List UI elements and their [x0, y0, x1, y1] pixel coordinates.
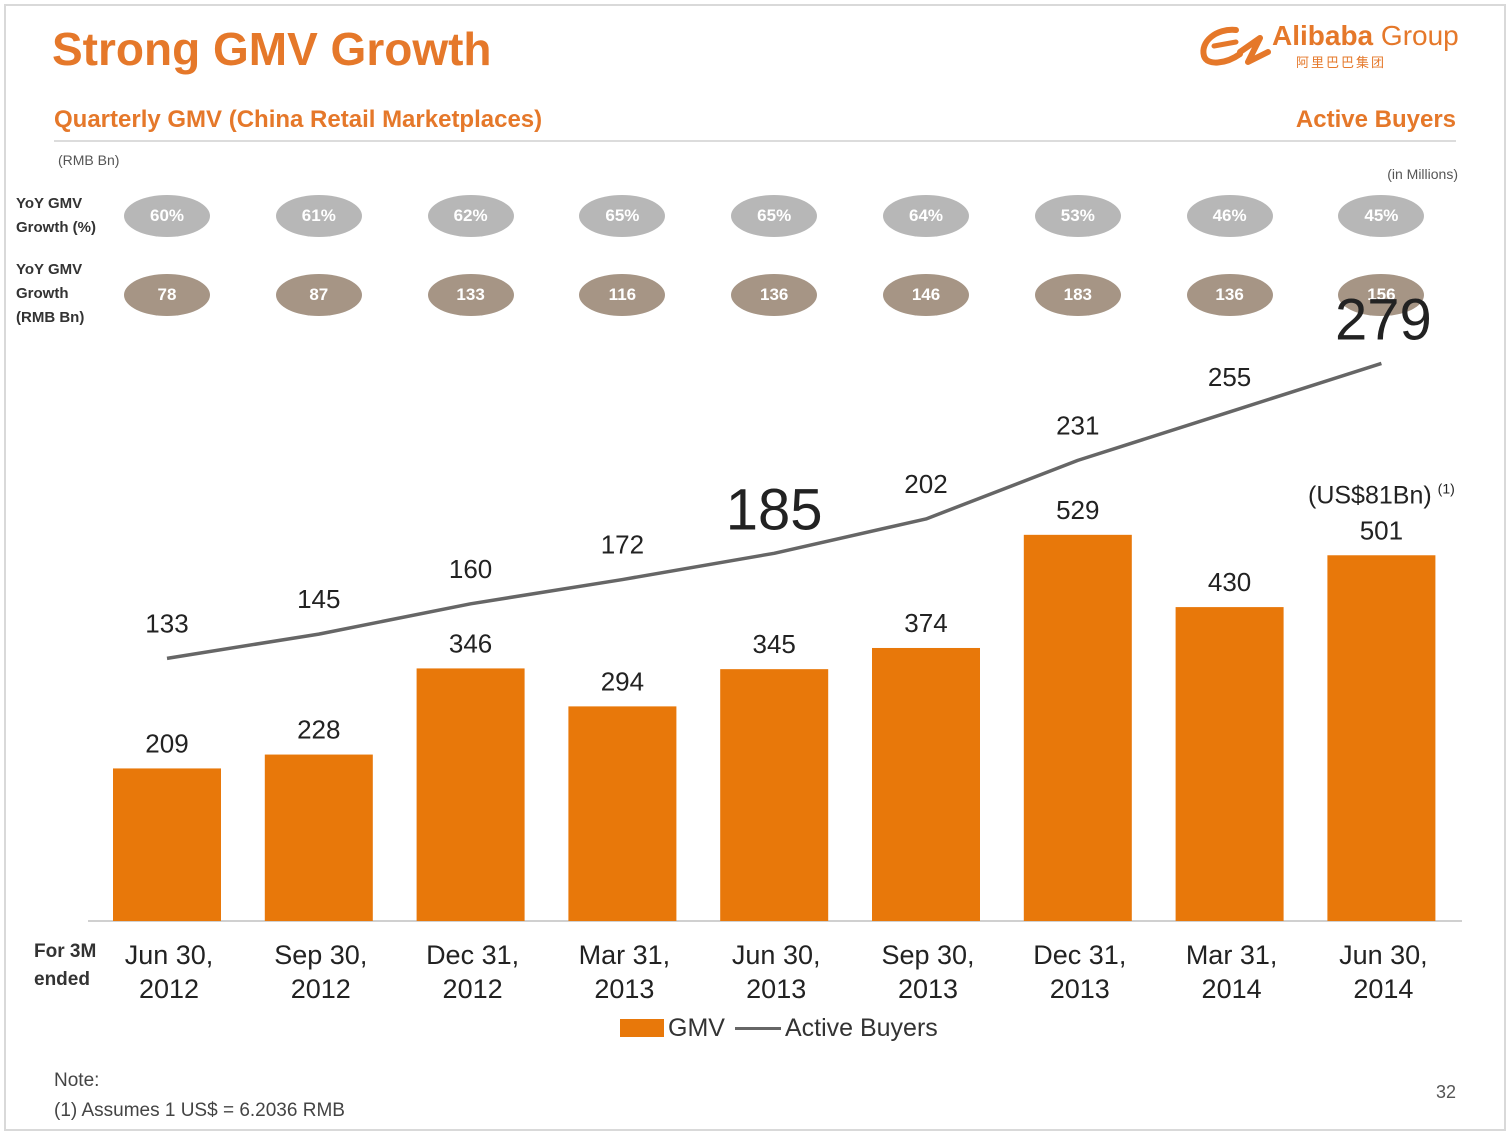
active-buyers-line [166, 361, 1382, 661]
x-tick-label: 2013 [594, 974, 654, 1004]
x-tick-label: Dec 31, [426, 940, 519, 970]
gmv-bar [1023, 534, 1132, 921]
gmv-bar [264, 754, 373, 921]
yoy-growth-pct-pill: 62% [427, 195, 514, 237]
gmv-bar [568, 706, 677, 921]
row-label-yoy-abs: YoY GMV Growth (RMB Bn) [16, 261, 85, 326]
x-tick-label: Mar 31, [579, 940, 671, 970]
page-title: Strong GMV Growth [52, 23, 492, 75]
gmv-bar-label: 228 [297, 715, 340, 745]
x-tick-label: Jun 30, [125, 940, 214, 970]
logo-wordmark: Alibaba Group [1272, 20, 1459, 51]
active-buyers-label: 145 [297, 584, 340, 614]
active-buyers-label: 172 [601, 530, 644, 560]
x-tick-label: 2013 [746, 974, 806, 1004]
yoy-growth-pct-pill: 46% [1186, 195, 1273, 237]
x-tick-label: 2012 [139, 974, 199, 1004]
x-tick-label: 2012 [291, 974, 351, 1004]
gmv-bar-label: 209 [145, 728, 188, 758]
active-buyers-label: 255 [1208, 362, 1251, 392]
yoy-growth-rmb-pill: 87 [275, 274, 362, 316]
footnote: Note: (1) Assumes 1 US$ = 6.2036 RMB [54, 1070, 345, 1121]
slide-frame [4, 4, 1506, 1131]
gmv-bar-label: 374 [904, 608, 947, 638]
active-buyers-label: 231 [1056, 410, 1099, 440]
yoy-growth-pct-pill: 60% [124, 195, 210, 237]
yoy-growth-rmb-pill: 133 [427, 274, 514, 316]
x-tick-label: 2014 [1353, 974, 1413, 1004]
page-number: 32 [1436, 1082, 1457, 1102]
yoy-growth-rmb-pill: 136 [731, 274, 818, 316]
yoy-growth-rmb-pill: 183 [1034, 274, 1121, 316]
yoy-growth-pct-pill: 65% [579, 195, 666, 237]
gmv-bar-label: 529 [1056, 495, 1099, 525]
row-label-yoy-pct: YoY GMV Growth (%) [16, 195, 96, 236]
yoy-growth-rmb-pill: 116 [579, 274, 666, 316]
active-buyers-label-emphasized: 279 [1335, 287, 1432, 352]
x-tick-label: Dec 31, [1033, 940, 1126, 970]
active-buyers-label: 202 [904, 469, 947, 499]
x-tick-label: Sep 30, [274, 940, 367, 970]
gmv-bar [1327, 555, 1436, 921]
alibaba-logo: Alibaba Group 阿里巴巴集团 [1196, 20, 1496, 76]
yoy-growth-rmb-pill: 136 [1186, 274, 1273, 316]
x-tick-label: 2012 [443, 974, 503, 1004]
gmv-bar-label: 501 [1360, 515, 1403, 545]
legend-swatch-active-buyers [734, 1026, 781, 1030]
gmv-bar-label: 346 [449, 628, 492, 658]
active-buyers-label-emphasized: 185 [726, 477, 823, 542]
x-tick-label: Sep 30, [881, 940, 974, 970]
yoy-growth-pct-pill: 64% [883, 195, 969, 237]
active-buyers-heading: Active Buyers [1295, 106, 1456, 133]
header-divider [54, 140, 1456, 142]
gmv-bar-label: 345 [753, 629, 796, 659]
yoy-growth-pct-pill: 53% [1034, 195, 1121, 237]
x-axis-prefix: For 3M ended [34, 941, 97, 990]
yoy-growth-pct-pill: 65% [731, 195, 818, 237]
yoy-growth-rmb-pill: 146 [883, 274, 969, 316]
gmv-bar [113, 768, 221, 921]
legend-label-active-buyers: Active Buyers [784, 1013, 938, 1042]
x-tick-label: 2013 [1050, 974, 1110, 1004]
yoy-growth-pct-pill: 45% [1338, 195, 1425, 237]
yoy-growth-pct-pill: 61% [275, 195, 362, 237]
chart-legend: GMV Active Buyers [620, 1012, 938, 1044]
gmv-bar [1175, 607, 1284, 921]
x-tick-label: Jun 30, [732, 940, 821, 970]
active-buyers-label: 160 [449, 554, 492, 584]
legend-swatch-gmv [620, 1019, 664, 1037]
gmv-bar [416, 668, 525, 921]
gmv-bar-label: 430 [1208, 567, 1251, 597]
usd-annotation: (US$81Bn) (1) [1308, 480, 1455, 509]
legend-label-gmv: GMV [668, 1013, 725, 1042]
unit-label-left: (RMB Bn) [58, 152, 120, 168]
logo-chinese: 阿里巴巴集团 [1296, 55, 1387, 70]
yoy-growth-rmb-pill: 78 [124, 274, 210, 316]
active-buyers-label: 133 [145, 608, 188, 638]
x-tick-label: 2014 [1202, 974, 1262, 1004]
x-tick-label: Jun 30, [1339, 940, 1428, 970]
gmv-bar-label: 294 [601, 666, 644, 696]
gmv-bar [872, 647, 980, 921]
unit-label-right: (in Millions) [1387, 166, 1458, 182]
yoy-growth-rmb-pill: 156 [1338, 274, 1425, 316]
gmv-bar [720, 669, 829, 921]
alibaba-logo-icon [1200, 26, 1271, 66]
chart-subtitle: Quarterly GMV (China Retail Marketplaces… [54, 106, 543, 133]
x-tick-label: Mar 31, [1186, 940, 1278, 970]
x-tick-label: 2013 [898, 974, 958, 1004]
